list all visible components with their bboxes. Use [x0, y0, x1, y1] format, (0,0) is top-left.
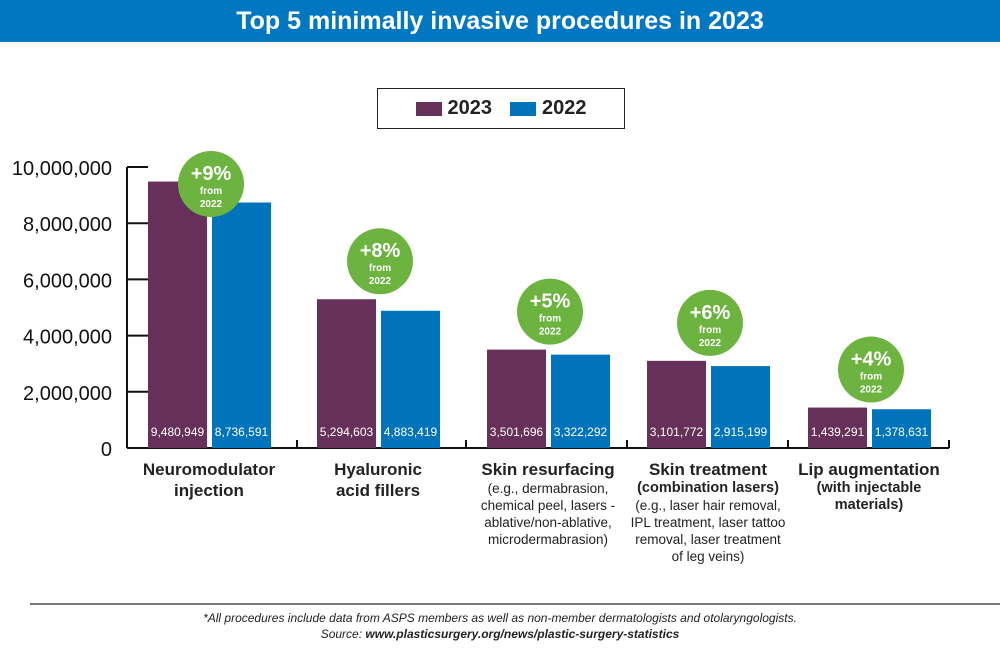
category-label-line: Neuromodulator	[142, 460, 276, 479]
change-badge	[517, 278, 583, 345]
change-badge-pct: +9%	[191, 163, 232, 185]
category-label-line: (e.g., dermabrasion,	[487, 481, 609, 496]
change-badge-from: from	[860, 372, 882, 383]
category-label: Neuromodulator injection	[124, 459, 294, 501]
category-label-line: Hyaluronic	[334, 460, 422, 479]
change-badge	[838, 336, 904, 403]
bar-2022	[381, 310, 440, 448]
legend: 2023 2022	[377, 88, 625, 129]
category-label-line: (combination lasers)	[637, 480, 779, 496]
change-badge-from: from	[539, 314, 561, 325]
bar-value-label: 5,294,603	[320, 425, 374, 439]
bar-2022	[551, 354, 610, 448]
change-badge-pct: +5%	[530, 291, 571, 313]
category-label-line: Skin treatment	[648, 460, 768, 479]
change-badge-pct: +6%	[690, 302, 731, 324]
y-tick-label: 4,000,000	[23, 327, 112, 349]
bar-2023	[148, 181, 207, 448]
source-url: www.plasticsurgery.org/news/plastic-surg…	[365, 627, 680, 641]
bar-value-label: 3,501,696	[490, 425, 544, 439]
y-tick-label: 8,000,000	[23, 214, 112, 236]
bar-2023	[647, 360, 706, 448]
footer-divider	[30, 603, 1000, 605]
change-badge-year: 2022	[200, 199, 223, 210]
change-badge-pct: +8%	[360, 240, 401, 262]
legend-item-2023: 2023	[415, 97, 493, 120]
bar-2022	[872, 409, 931, 448]
change-badge-year: 2022	[539, 327, 562, 338]
y-tick-label: 10,000,000	[12, 158, 112, 180]
category-label-line: acid fillers	[335, 481, 421, 500]
footnote: *All procedures include data from ASPS m…	[203, 611, 797, 625]
change-badge	[347, 228, 413, 295]
bar-2023	[808, 407, 867, 448]
legend-swatch-2022	[510, 101, 536, 116]
bar-value-label: 2,915,199	[714, 425, 768, 439]
legend-swatch-2023	[415, 101, 442, 116]
y-tick-label: 6,000,000	[23, 270, 112, 292]
bar-value-label: 3,322,292	[554, 425, 608, 439]
category-label: Skin treatment (combination lasers) (e.g.,…	[623, 459, 793, 565]
bar-value-label: 1,439,291	[811, 425, 865, 439]
category-label-line: chemical peel, lasers -	[480, 498, 616, 513]
chart-title: Top 5 minimally invasive procedures in 2…	[0, 0, 1000, 42]
source-label: Source:	[320, 627, 366, 641]
change-badge-year: 2022	[860, 385, 883, 396]
bar-2022	[711, 366, 770, 448]
category-label: Skin resurfacing (e.g., dermabrasion, chem…	[463, 459, 633, 548]
bar-value-label: 8,736,591	[215, 425, 269, 439]
category-label-line: Lip augmentation	[798, 460, 940, 479]
category-label-line: microdermabrasion)	[487, 532, 609, 547]
change-badge	[178, 151, 244, 217]
category-label-line: materials)	[834, 497, 904, 513]
bar-2022	[212, 202, 271, 448]
change-badge-from: from	[200, 186, 222, 197]
change-badge-year: 2022	[699, 338, 722, 349]
change-badge	[677, 289, 743, 356]
y-tick-label: 0	[101, 439, 112, 461]
legend-item-2022: 2022	[510, 97, 587, 120]
category-label-line: (with injectable	[816, 480, 922, 496]
change-badge-pct: +4%	[851, 349, 892, 371]
category-label-line: Skin resurfacing	[481, 460, 615, 479]
bar-2023	[487, 349, 546, 448]
y-tick-label: 2,000,000	[23, 383, 112, 405]
bar-value-label: 4,883,419	[384, 425, 438, 439]
legend-label-2022: 2022	[542, 97, 587, 119]
bar-value-label: 9,480,949	[151, 425, 205, 439]
change-badge-from: from	[699, 325, 721, 336]
source-line: Source: www.plasticsurgery.org/news/plas…	[0, 627, 1000, 641]
bar-value-label: 1,378,631	[875, 425, 929, 439]
bar-value-label: 3,101,772	[650, 425, 704, 439]
category-label-line: ablative/non-ablative,	[484, 515, 612, 530]
category-label: Lip augmentation (with injectable material…	[784, 459, 954, 514]
category-label-line: (e.g., laser hair removal,	[635, 498, 781, 513]
legend-label-2023: 2023	[447, 97, 493, 119]
category-label-line: injection	[174, 481, 244, 500]
category-label: Hyaluronic acid fillers	[293, 459, 463, 501]
category-label-line: of leg veins)	[671, 549, 745, 564]
bar-2023	[317, 299, 376, 448]
category-label-line: removal, laser treatment	[635, 532, 781, 547]
category-label-line: IPL treatment, laser tattoo	[630, 515, 786, 530]
change-badge-year: 2022	[369, 276, 392, 287]
change-badge-from: from	[369, 263, 391, 274]
